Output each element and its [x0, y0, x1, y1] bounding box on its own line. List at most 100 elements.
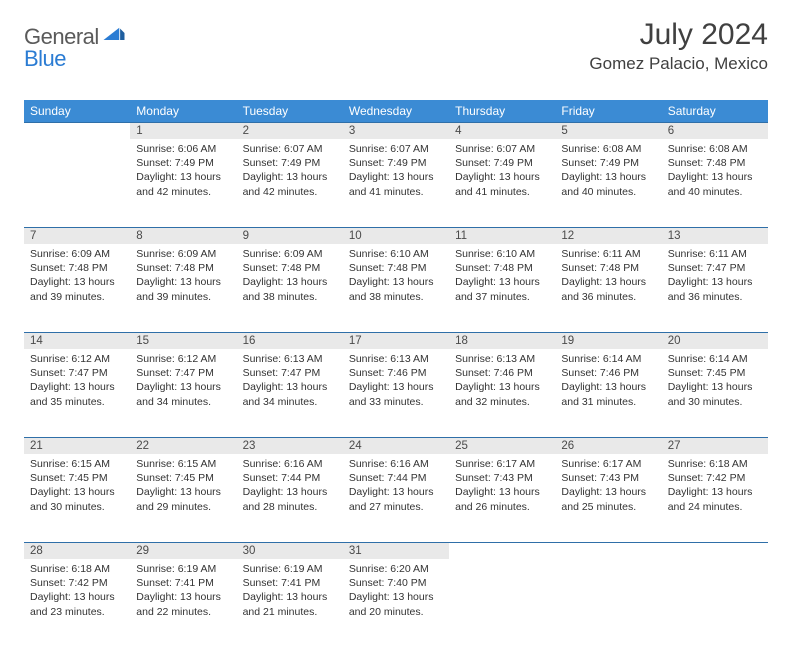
daylight-line1: Daylight: 13 hours [455, 275, 549, 289]
sunrise-line: Sunrise: 6:14 AM [561, 352, 655, 366]
day-cell: Sunrise: 6:10 AMSunset: 7:48 PMDaylight:… [449, 244, 555, 332]
day-content: Sunrise: 6:19 AMSunset: 7:41 PMDaylight:… [130, 559, 236, 625]
day-number-empty [449, 542, 555, 547]
sunset-line: Sunset: 7:47 PM [136, 366, 230, 380]
day-content: Sunrise: 6:16 AMSunset: 7:44 PMDaylight:… [237, 454, 343, 520]
sunrise-line: Sunrise: 6:16 AM [349, 457, 443, 471]
day-cell: Sunrise: 6:13 AMSunset: 7:47 PMDaylight:… [237, 349, 343, 437]
day-number: 14 [24, 332, 130, 349]
day-content: Sunrise: 6:10 AMSunset: 7:48 PMDaylight:… [449, 244, 555, 310]
daylight-line1: Daylight: 13 hours [668, 485, 762, 499]
day-content-empty [662, 559, 768, 568]
sunrise-line: Sunrise: 6:17 AM [455, 457, 549, 471]
day-cell: Sunrise: 6:09 AMSunset: 7:48 PMDaylight:… [130, 244, 236, 332]
sunset-line: Sunset: 7:40 PM [349, 576, 443, 590]
daylight-line2: and 39 minutes. [136, 290, 230, 304]
day-content: Sunrise: 6:13 AMSunset: 7:47 PMDaylight:… [237, 349, 343, 415]
sunrise-line: Sunrise: 6:12 AM [30, 352, 124, 366]
daynum-cell: 23 [237, 437, 343, 454]
daynum-cell: 3 [343, 122, 449, 139]
daynum-row: 28293031 [24, 542, 768, 559]
day-cell: Sunrise: 6:14 AMSunset: 7:46 PMDaylight:… [555, 349, 661, 437]
sunrise-line: Sunrise: 6:16 AM [243, 457, 337, 471]
daynum-cell: 8 [130, 227, 236, 244]
day-number: 4 [449, 122, 555, 139]
daylight-line1: Daylight: 13 hours [30, 275, 124, 289]
sunset-line: Sunset: 7:45 PM [136, 471, 230, 485]
day-cell [449, 559, 555, 647]
day-content: Sunrise: 6:18 AMSunset: 7:42 PMDaylight:… [662, 454, 768, 520]
brand-blue: Blue [24, 46, 66, 71]
daynum-cell [555, 542, 661, 559]
day-number: 19 [555, 332, 661, 349]
day-number: 3 [343, 122, 449, 139]
daylight-line2: and 38 minutes. [349, 290, 443, 304]
daylight-line2: and 34 minutes. [243, 395, 337, 409]
location-label: Gomez Palacio, Mexico [589, 54, 768, 74]
day-content: Sunrise: 6:20 AMSunset: 7:40 PMDaylight:… [343, 559, 449, 625]
sunset-line: Sunset: 7:48 PM [561, 261, 655, 275]
day-number-empty [24, 122, 130, 127]
daylight-line1: Daylight: 13 hours [136, 380, 230, 394]
daylight-line1: Daylight: 13 hours [349, 170, 443, 184]
day-number: 18 [449, 332, 555, 349]
sunset-line: Sunset: 7:48 PM [30, 261, 124, 275]
day-number: 25 [449, 437, 555, 454]
daylight-line2: and 24 minutes. [668, 500, 762, 514]
daynum-cell: 26 [555, 437, 661, 454]
day-cell: Sunrise: 6:08 AMSunset: 7:49 PMDaylight:… [555, 139, 661, 227]
daylight-line1: Daylight: 13 hours [243, 590, 337, 604]
daylight-line2: and 35 minutes. [30, 395, 124, 409]
day-cell: Sunrise: 6:13 AMSunset: 7:46 PMDaylight:… [343, 349, 449, 437]
day-number: 24 [343, 437, 449, 454]
day-cell: Sunrise: 6:12 AMSunset: 7:47 PMDaylight:… [24, 349, 130, 437]
day-cell: Sunrise: 6:19 AMSunset: 7:41 PMDaylight:… [130, 559, 236, 647]
weekday-thu: Thursday [449, 100, 555, 122]
daylight-line1: Daylight: 13 hours [668, 275, 762, 289]
daylight-line1: Daylight: 13 hours [668, 170, 762, 184]
day-number: 28 [24, 542, 130, 559]
sunrise-line: Sunrise: 6:17 AM [561, 457, 655, 471]
day-content: Sunrise: 6:14 AMSunset: 7:46 PMDaylight:… [555, 349, 661, 415]
day-cell: Sunrise: 6:15 AMSunset: 7:45 PMDaylight:… [24, 454, 130, 542]
day-number: 7 [24, 227, 130, 244]
daylight-line2: and 36 minutes. [561, 290, 655, 304]
daynum-cell [449, 542, 555, 559]
week-row: Sunrise: 6:18 AMSunset: 7:42 PMDaylight:… [24, 559, 768, 647]
daynum-cell: 28 [24, 542, 130, 559]
daylight-line2: and 41 minutes. [349, 185, 443, 199]
day-content: Sunrise: 6:17 AMSunset: 7:43 PMDaylight:… [555, 454, 661, 520]
sunset-line: Sunset: 7:41 PM [136, 576, 230, 590]
day-number: 30 [237, 542, 343, 559]
day-number: 29 [130, 542, 236, 559]
daylight-line2: and 30 minutes. [668, 395, 762, 409]
page-header: General July 2024 Gomez Palacio, Mexico [24, 18, 768, 74]
weekday-header-row: Sunday Monday Tuesday Wednesday Thursday… [24, 100, 768, 122]
day-number: 2 [237, 122, 343, 139]
day-content-empty [449, 559, 555, 568]
daylight-line1: Daylight: 13 hours [136, 170, 230, 184]
daylight-line1: Daylight: 13 hours [561, 170, 655, 184]
day-content: Sunrise: 6:10 AMSunset: 7:48 PMDaylight:… [343, 244, 449, 310]
daynum-cell: 10 [343, 227, 449, 244]
sunrise-line: Sunrise: 6:08 AM [561, 142, 655, 156]
day-content: Sunrise: 6:08 AMSunset: 7:49 PMDaylight:… [555, 139, 661, 205]
title-block: July 2024 Gomez Palacio, Mexico [589, 18, 768, 74]
sunset-line: Sunset: 7:46 PM [455, 366, 549, 380]
day-content: Sunrise: 6:17 AMSunset: 7:43 PMDaylight:… [449, 454, 555, 520]
day-content: Sunrise: 6:13 AMSunset: 7:46 PMDaylight:… [343, 349, 449, 415]
daylight-line2: and 30 minutes. [30, 500, 124, 514]
day-number: 31 [343, 542, 449, 559]
day-number: 20 [662, 332, 768, 349]
sunrise-line: Sunrise: 6:10 AM [349, 247, 443, 261]
daylight-line1: Daylight: 13 hours [455, 170, 549, 184]
daynum-cell: 4 [449, 122, 555, 139]
day-number: 22 [130, 437, 236, 454]
day-content-empty [555, 559, 661, 568]
daylight-line2: and 31 minutes. [561, 395, 655, 409]
sunset-line: Sunset: 7:44 PM [243, 471, 337, 485]
day-cell [555, 559, 661, 647]
sunset-line: Sunset: 7:42 PM [30, 576, 124, 590]
day-cell: Sunrise: 6:16 AMSunset: 7:44 PMDaylight:… [237, 454, 343, 542]
daylight-line1: Daylight: 13 hours [455, 380, 549, 394]
